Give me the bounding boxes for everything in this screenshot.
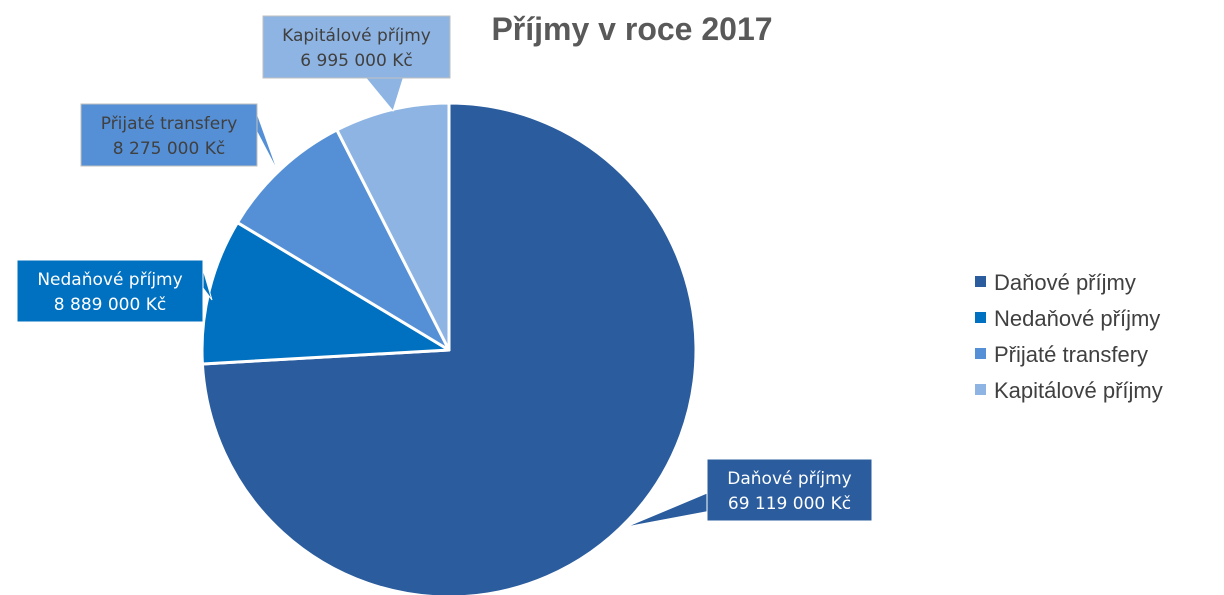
callout-label-1: Daňové příjmy <box>727 469 851 489</box>
legend-item-1: Daňové příjmy <box>975 270 1136 295</box>
data-label-2: Nedaňové příjmy 8 889 000 Kč <box>16 259 213 323</box>
callout-pointer-4 <box>364 77 404 113</box>
callout-box-1 <box>706 458 873 522</box>
legend-item-2: Nedaňové příjmy <box>975 306 1160 331</box>
legend-label-3: Přijaté transfery <box>994 342 1148 367</box>
callout-label-4: Kapitálové příjmy <box>282 26 431 46</box>
legend-label-4: Kapitálové příjmy <box>994 378 1163 403</box>
legend-swatch-3 <box>975 348 986 359</box>
callout-value-1: 69 119 000 Kč <box>728 494 851 514</box>
pie-slice-4 <box>335 101 451 352</box>
pie-slices <box>200 101 698 595</box>
callout-value-3: 8 275 000 Kč <box>113 139 225 159</box>
legend-swatch-1 <box>975 276 986 287</box>
legend-label-1: Daňové příjmy <box>994 270 1136 295</box>
callout-pointer-3 <box>256 113 279 173</box>
data-label-3: Přijaté transfery 8 275 000 Kč <box>80 103 279 173</box>
legend: Daňové příjmy Nedaňové příjmy Přijaté tran… <box>975 270 1163 403</box>
data-label-1: Daňové příjmy 69 119 000 Kč <box>625 458 873 528</box>
legend-item-3: Přijaté transfery <box>975 342 1148 367</box>
callout-label-3: Přijaté transfery <box>101 114 238 134</box>
callout-value-4: 6 995 000 Kč <box>300 51 412 71</box>
data-label-callouts: Daňové příjmy 69 119 000 Kč Nedaňové příjm… <box>16 15 873 528</box>
data-label-4: Kapitálové příjmy 6 995 000 Kč <box>262 15 451 113</box>
callout-value-2: 8 889 000 Kč <box>54 295 166 315</box>
legend-label-2: Nedaňové příjmy <box>994 306 1160 331</box>
callout-box-3 <box>80 103 258 167</box>
legend-swatch-2 <box>975 312 986 323</box>
callout-label-2: Nedaňové příjmy <box>37 270 182 290</box>
callout-box-4 <box>262 15 451 79</box>
chart-title: Příjmy v roce 2017 <box>491 11 772 47</box>
legend-swatch-4 <box>975 384 986 395</box>
pie-slice-3 <box>235 128 451 352</box>
callout-box-2 <box>16 259 204 323</box>
legend-item-4: Kapitálové příjmy <box>975 378 1163 403</box>
